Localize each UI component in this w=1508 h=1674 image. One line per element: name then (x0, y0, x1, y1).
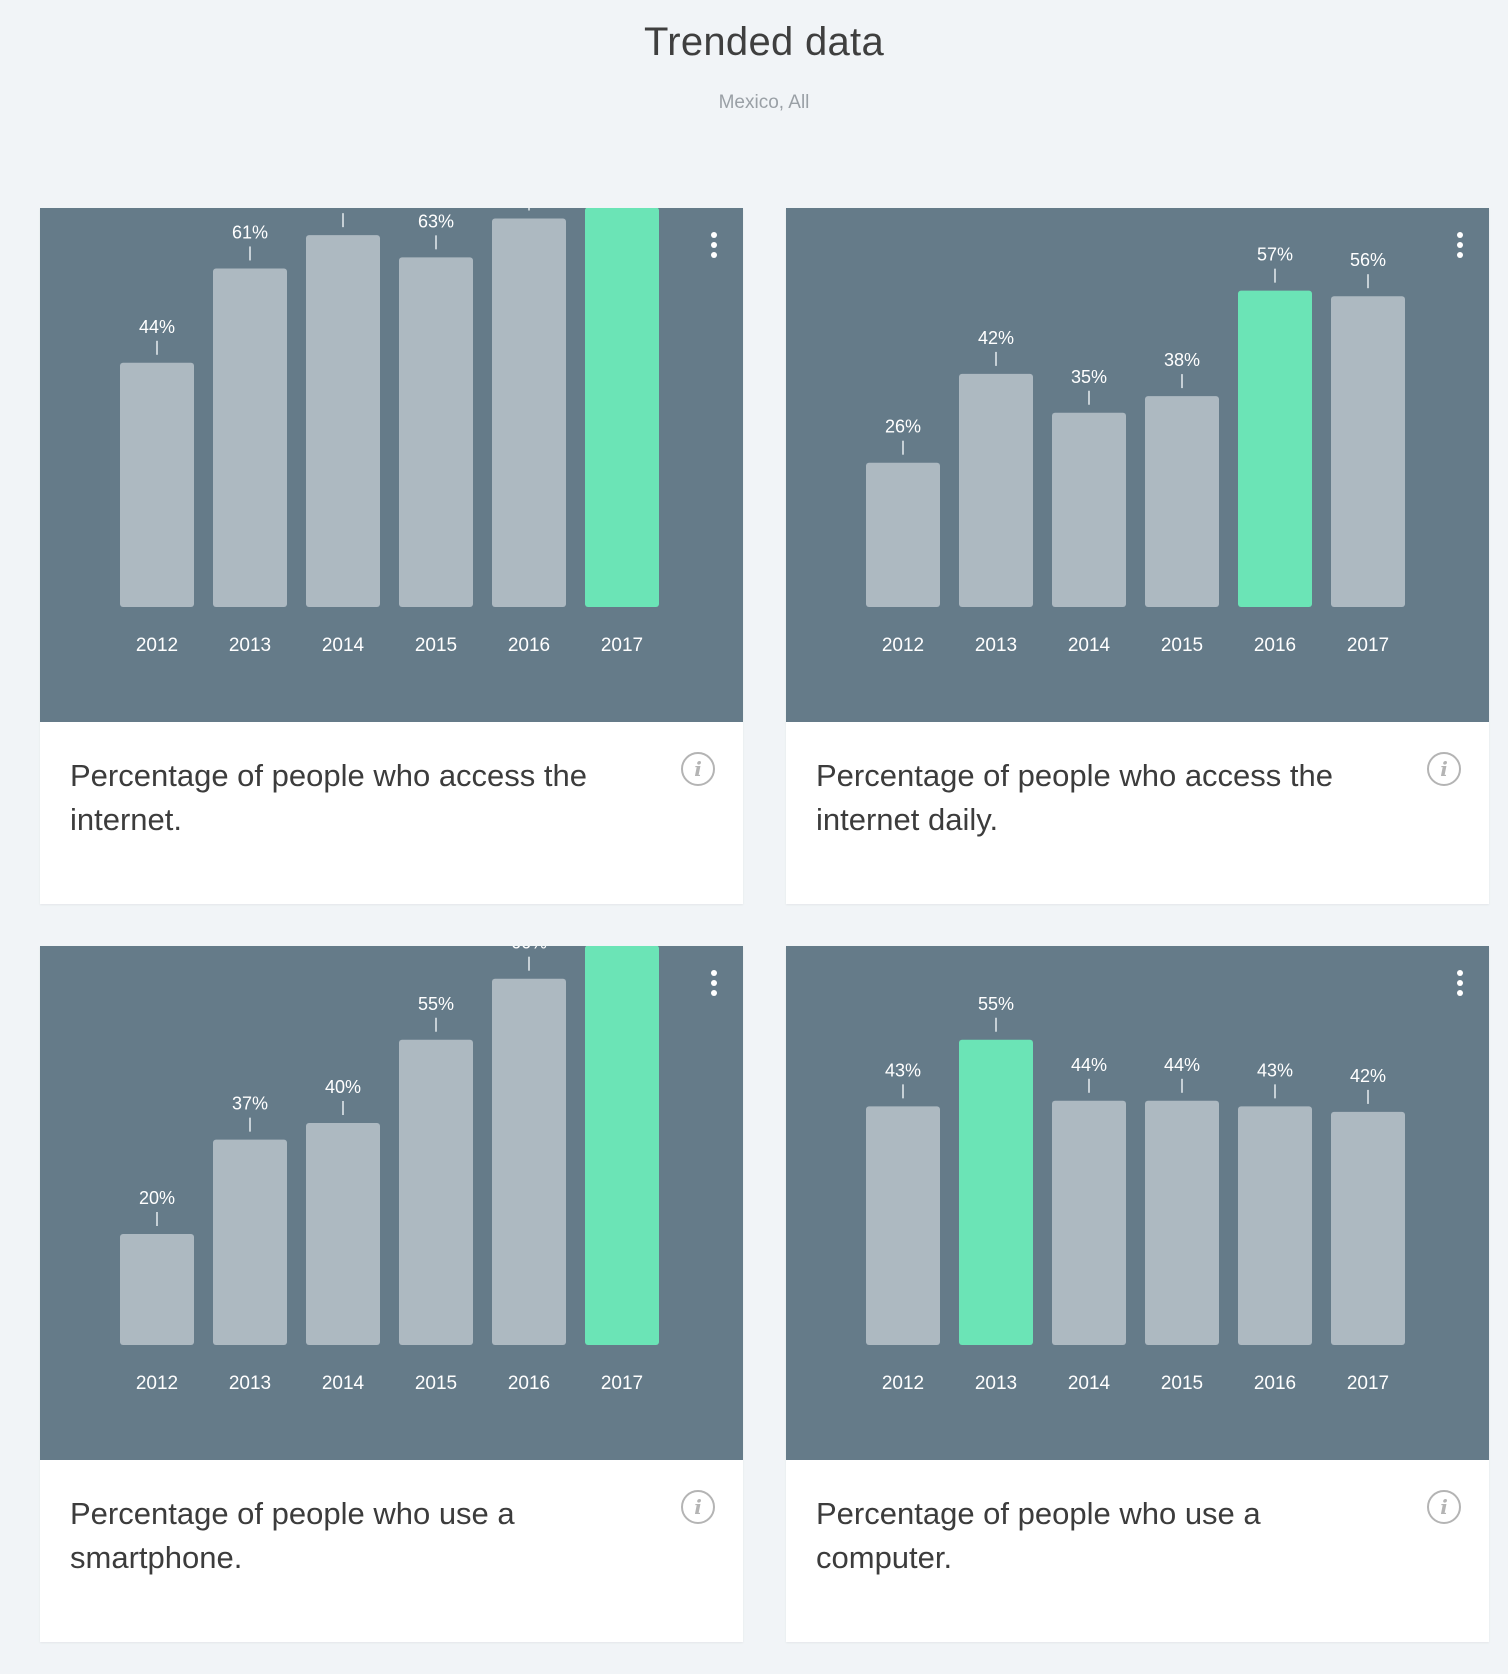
info-icon[interactable]: i (1427, 1490, 1461, 1524)
bar-2014[interactable] (1052, 1100, 1126, 1345)
x-tick-label: 2014 (1068, 1373, 1111, 1394)
data-label: 44% (1071, 1055, 1107, 1075)
bar-2013[interactable] (213, 1139, 287, 1345)
bar-chart: 26% 2012 42% 2013 35% 2014 38% 2015 57% 2016 56% 20… (866, 245, 1405, 656)
x-tick-label: 2016 (508, 1373, 550, 1394)
info-icon[interactable]: i (1427, 752, 1461, 786)
bar-chart: 43% 2012 55% 2013 44% 2014 44% 2015 43% 2016 42% 20… (866, 994, 1405, 1394)
bar-2017[interactable] (585, 946, 659, 1345)
bar-2015[interactable] (1145, 396, 1219, 607)
data-label: 44% (139, 317, 175, 337)
bar-2015[interactable] (399, 257, 473, 607)
bar-chart: 44%201261%201367%201463%201570%201672%20… (120, 208, 659, 656)
data-label: 35% (1071, 367, 1107, 387)
data-label: 56% (1350, 250, 1386, 270)
x-tick-label: 2014 (322, 1373, 365, 1394)
bar-2013[interactable] (959, 373, 1033, 607)
x-tick-label: 2014 (322, 635, 365, 656)
bar-2015[interactable] (1145, 1100, 1219, 1345)
bar-2012[interactable] (866, 462, 940, 607)
x-tick-label: 2013 (229, 1373, 271, 1394)
data-label: 42% (978, 328, 1014, 348)
data-label: 38% (1164, 350, 1200, 370)
chart-panel: 44%201261%201367%201463%201570%201672%20… (40, 208, 743, 722)
x-tick-label: 2015 (415, 635, 457, 656)
data-label: 37% (232, 1094, 268, 1114)
bar-2012[interactable] (120, 1234, 194, 1345)
x-tick-label: 2013 (229, 635, 271, 656)
bar-2012[interactable] (866, 1106, 940, 1345)
data-label: 44% (1164, 1055, 1200, 1075)
x-tick-label: 2016 (1254, 635, 1296, 656)
x-tick-label: 2012 (882, 635, 924, 656)
more-vert-icon[interactable] (707, 232, 721, 258)
data-label: 57% (1257, 245, 1293, 265)
bar-2013[interactable] (959, 1039, 1033, 1345)
data-label: 63% (418, 211, 454, 231)
data-label: 55% (978, 994, 1014, 1014)
bar-2016[interactable] (1238, 290, 1312, 607)
info-icon[interactable]: i (681, 1490, 715, 1524)
x-tick-label: 2015 (1161, 635, 1203, 656)
x-tick-label: 2016 (1254, 1373, 1296, 1394)
bar-2014[interactable] (306, 1123, 380, 1345)
info-icon[interactable]: i (681, 752, 715, 786)
chart-caption: Percentage of people who access the inte… (70, 758, 588, 837)
chart-caption: Percentage of people who use a smartphon… (70, 1496, 515, 1575)
bar-2016[interactable] (1238, 1106, 1312, 1345)
bar-2013[interactable] (213, 268, 287, 607)
chart-panel: 26% 2012 42% 2013 35% 2014 38% 2015 57% 2016 56% 20… (786, 208, 1489, 722)
chart-card-internet-daily: 26% 2012 42% 2013 35% 2014 38% 2015 57% 2016 56% 20… (786, 208, 1489, 904)
x-tick-label: 2017 (601, 1373, 643, 1394)
chart-panel: 20%201237%201340%201455%201566%201672%20… (40, 946, 743, 1460)
chart-panel: 43% 2012 55% 2013 44% 2014 44% 2015 43% 2016 42% 20… (786, 946, 1489, 1460)
bar-2014[interactable] (306, 235, 380, 607)
chart-caption: Percentage of people who use a computer. (816, 1496, 1261, 1575)
x-tick-label: 2012 (882, 1373, 924, 1394)
chart-card-computer: 43% 2012 55% 2013 44% 2014 44% 2015 43% 2016 42% 20… (786, 946, 1489, 1642)
page-subtitle: Mexico, All (718, 92, 810, 113)
more-vert-icon[interactable] (1453, 970, 1467, 996)
bar-2015[interactable] (399, 1039, 473, 1345)
page-title: Trended data (643, 20, 885, 64)
bar-2016[interactable] (492, 978, 566, 1345)
x-tick-label: 2012 (136, 1373, 178, 1394)
x-tick-label: 2017 (1347, 1373, 1389, 1394)
x-tick-label: 2017 (601, 635, 643, 656)
chart-caption: Percentage of people who access the inte… (816, 758, 1334, 837)
bar-2017[interactable] (585, 208, 659, 607)
data-label: 40% (325, 1077, 361, 1097)
x-tick-label: 2015 (1161, 1373, 1203, 1394)
data-label: 43% (1257, 1060, 1293, 1080)
x-tick-label: 2014 (1068, 635, 1111, 656)
x-tick-label: 2015 (415, 1373, 457, 1394)
bar-chart: 20%201237%201340%201455%201566%201672%20… (120, 946, 659, 1394)
x-tick-label: 2013 (975, 1373, 1017, 1394)
data-label: 26% (885, 417, 921, 437)
data-label: 55% (418, 994, 454, 1014)
bar-2014[interactable] (1052, 412, 1126, 607)
data-label: 43% (885, 1060, 921, 1080)
data-label: 66% (511, 946, 547, 953)
bar-2017[interactable] (1331, 296, 1405, 607)
x-tick-label: 2012 (136, 635, 178, 656)
data-label: 20% (139, 1188, 175, 1208)
bar-2017[interactable] (1331, 1111, 1405, 1345)
chart-card-internet-access: 44%201261%201367%201463%201570%201672%20… (40, 208, 743, 904)
bar-2012[interactable] (120, 362, 194, 607)
data-label: 61% (232, 222, 268, 242)
more-vert-icon[interactable] (1453, 232, 1467, 258)
more-vert-icon[interactable] (707, 970, 721, 996)
x-tick-label: 2017 (1347, 635, 1389, 656)
x-tick-label: 2016 (508, 635, 550, 656)
chart-card-smartphone: 20%201237%201340%201455%201566%201672%20… (40, 946, 743, 1642)
bar-2016[interactable] (492, 218, 566, 608)
data-label: 67% (325, 208, 361, 209)
x-tick-label: 2013 (975, 635, 1017, 656)
data-label: 42% (1350, 1066, 1386, 1086)
